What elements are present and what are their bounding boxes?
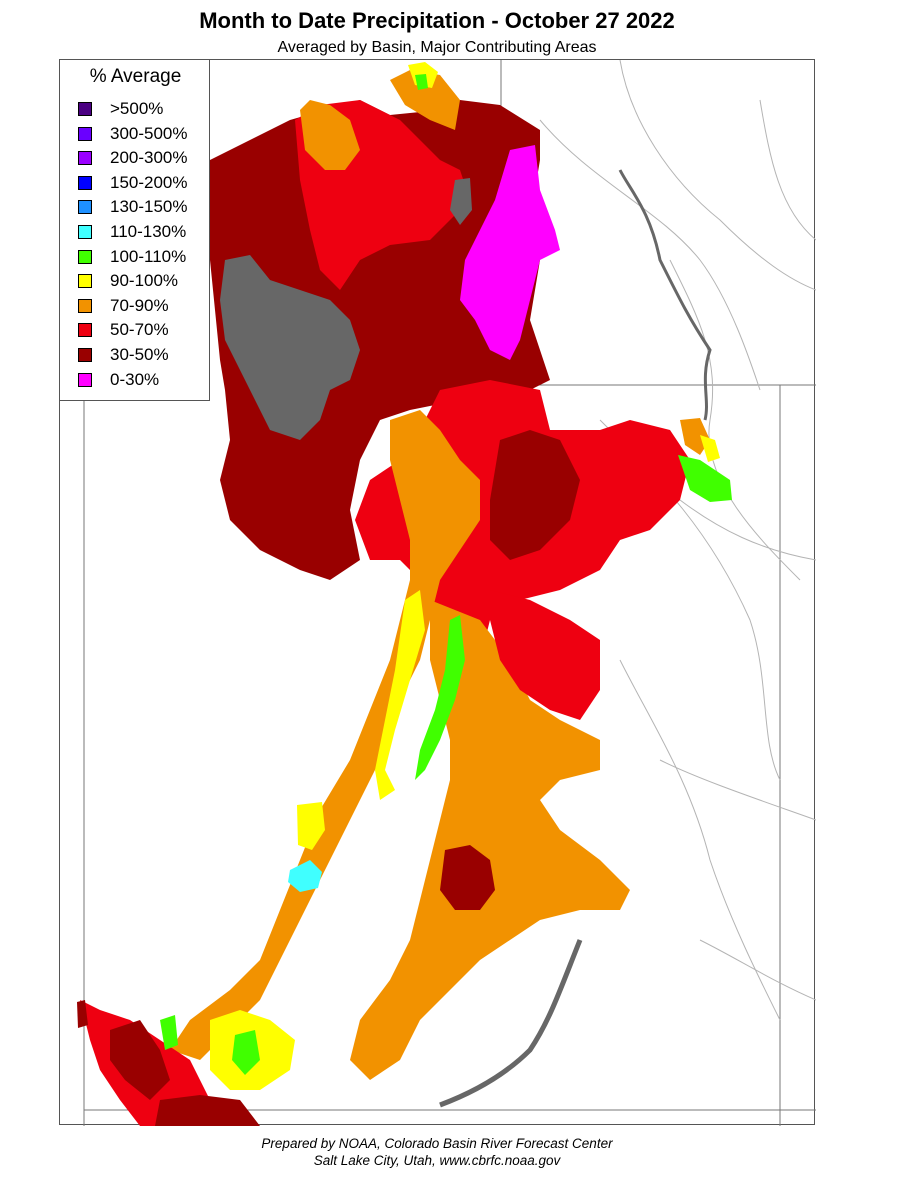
legend-label: 200-300%	[110, 148, 188, 168]
legend-item: 130-150%	[78, 196, 188, 218]
legend-label: 110-130%	[110, 222, 187, 241]
basin-regions	[77, 62, 732, 1126]
legend-swatch	[78, 175, 92, 190]
region-30-50-north	[210, 100, 550, 580]
legend-item: 0-30%	[78, 369, 159, 391]
region-30-50-sw-edge	[77, 1000, 88, 1028]
legend-swatch	[78, 274, 92, 289]
region-70-90-north	[300, 100, 360, 170]
region-30-50-southwest	[110, 1020, 170, 1100]
region-70-90-central	[170, 410, 480, 1060]
credit-line-1: Prepared by NOAA, Colorado Basin River F…	[261, 1136, 613, 1151]
legend-item: >500%	[78, 98, 163, 120]
region-100-110-ne	[678, 455, 732, 502]
legend-swatch	[78, 225, 92, 239]
legend-swatch	[78, 372, 92, 387]
legend-swatch	[78, 126, 92, 141]
legend-label: 300-500%	[110, 123, 188, 143]
region-100-110-sw	[160, 1015, 178, 1050]
legend-swatch	[78, 200, 92, 215]
region-0-30	[460, 145, 560, 360]
region-90-100-west	[297, 802, 325, 850]
legend: % Average >500% 300-500% 200-300% 150-200% 1…	[59, 59, 210, 401]
region-70-90-ne	[680, 418, 710, 455]
region-100-110-south	[232, 1030, 260, 1075]
legend-item: 30-50%	[78, 344, 169, 366]
region-110-130-west	[288, 860, 322, 892]
legend-label: 90-100%	[110, 271, 179, 291]
legend-label: >500%	[110, 99, 164, 118]
region-30-50-basin	[440, 845, 495, 910]
river-dark	[618, 169, 712, 421]
region-70-90-top	[390, 70, 460, 130]
legend-swatch	[78, 102, 92, 116]
gray-nodata-gsl	[220, 255, 360, 440]
map-title: Month to Date Precipitation - October 27…	[199, 8, 675, 33]
region-90-100-ne	[700, 435, 720, 462]
lake-powell	[439, 939, 583, 1108]
legend-item: 110-130%	[78, 221, 186, 243]
legend-label: 70-90%	[110, 295, 169, 315]
region-50-70-southeast	[490, 590, 600, 720]
legend-title: % Average	[89, 66, 182, 87]
legend-label: 50-70%	[110, 320, 169, 340]
legend-label: 100-110%	[110, 246, 187, 266]
legend-swatch	[78, 323, 92, 338]
legend-label: 150-200%	[110, 172, 188, 192]
region-70-90-east	[350, 600, 630, 1080]
legend-item: 90-100%	[78, 270, 178, 292]
legend-item: 300-500%	[78, 123, 188, 145]
legend-item: 150-200%	[78, 172, 188, 194]
region-100-110-top	[415, 74, 428, 90]
region-90-100-central	[375, 590, 425, 800]
legend-swatch	[78, 249, 92, 264]
legend-item: 100-110%	[78, 246, 186, 268]
map-area	[59, 59, 816, 1126]
legend-label: 0-30%	[110, 369, 160, 389]
legend-swatch	[78, 298, 92, 313]
legend-item: 50-70%	[78, 319, 169, 341]
legend-item: 200-300%	[78, 147, 188, 169]
region-30-50-south	[155, 1095, 260, 1126]
legend-label: 130-150%	[110, 197, 188, 217]
legend-swatch	[78, 348, 92, 362]
legend-swatch	[78, 151, 92, 166]
region-100-110-central	[415, 615, 465, 780]
legend-item: 70-90%	[78, 295, 169, 317]
map-subtitle: Averaged by Basin, Major Contributing Ar…	[277, 39, 597, 56]
region-30-50-central	[490, 430, 580, 560]
credit-line-2: Salt Lake City, Utah, www.cbrfc.noaa.gov	[313, 1153, 561, 1168]
legend-label: 30-50%	[110, 345, 169, 364]
gray-nodata-small	[450, 178, 472, 225]
